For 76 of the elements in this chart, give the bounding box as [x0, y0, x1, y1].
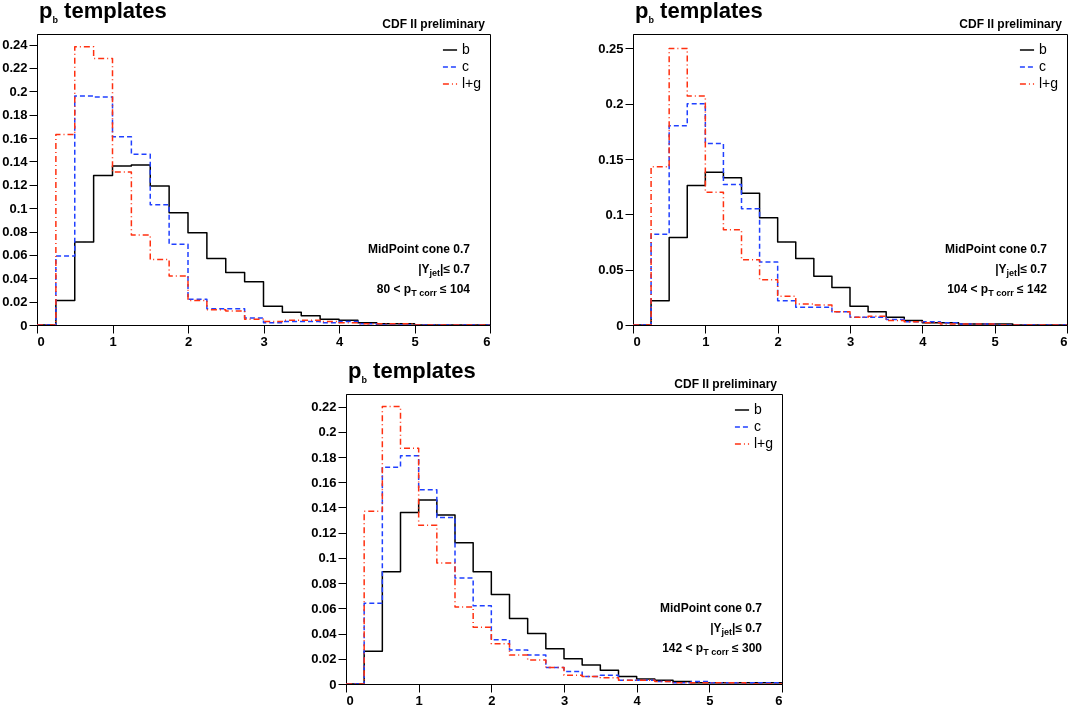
x-tick-label: 4	[335, 333, 344, 349]
chart-subtitle: CDF II preliminary	[673, 377, 777, 391]
chart-title: p$_{b}$ templates	[348, 358, 476, 386]
y-tick-label: 0.1	[9, 200, 28, 216]
x-tick-label: 1	[702, 333, 710, 349]
y-tick-label: 0.18	[311, 449, 337, 465]
x-tick-label: 3	[560, 692, 569, 708]
x-tick-label: 4	[633, 692, 642, 708]
annotation: 142 < p$_{T corr}$ ≤ 300	[661, 640, 762, 660]
y-tick-label: 0	[20, 317, 28, 333]
x-tick-label: 1	[109, 333, 117, 349]
x-tick-label: 0	[633, 333, 641, 349]
legend-label: l+g	[1039, 75, 1059, 91]
x-tick-label: 0	[37, 333, 45, 349]
y-tick-label: 0.02	[2, 294, 28, 310]
y-tick-label: 0.1	[605, 206, 624, 222]
legend-label: c	[754, 418, 761, 434]
x-tick-label: 0	[346, 692, 354, 708]
legend-label: b	[1039, 41, 1047, 57]
annotation: |Y$_{jet}$|≤ 0.7	[994, 261, 1047, 281]
x-tick-label: 3	[846, 333, 855, 349]
y-tick-label: 0.18	[2, 107, 28, 123]
chart-title: p$_{b}$ templates	[635, 0, 763, 26]
y-tick-label: 0.2	[318, 424, 337, 440]
y-tick-label: 0.04	[311, 626, 338, 642]
x-tick-label: 2	[184, 333, 193, 349]
x-tick-label: 5	[991, 333, 999, 349]
chart-title: p$_{b}$ templates	[39, 0, 167, 26]
legend-label: l+g	[462, 75, 482, 91]
y-tick-label: 0.16	[311, 474, 337, 490]
y-tick-label: 0.08	[2, 224, 28, 240]
y-tick-label: 0.16	[2, 130, 28, 146]
annotation: 104 < p$_{T corr}$ ≤ 142	[946, 281, 1047, 301]
y-tick-label: 0	[616, 317, 624, 333]
y-tick-label: 0.12	[2, 177, 28, 193]
x-tick-label: 4	[919, 333, 928, 349]
annotation: 80 < p$_{T corr}$ ≤ 104	[375, 281, 470, 301]
legend-label: b	[462, 41, 470, 57]
x-tick-label: 3	[260, 333, 268, 349]
x-tick-label: 2	[774, 333, 782, 349]
y-tick-label: 0.22	[2, 60, 28, 76]
y-tick-label: 0.12	[311, 525, 337, 541]
x-tick-label: 2	[488, 692, 496, 708]
chart-subtitle: CDF II preliminary	[381, 17, 485, 31]
legend-label: l+g	[754, 435, 774, 451]
chart-subtitle: CDF II preliminary	[958, 17, 1062, 31]
x-tick-label: 5	[706, 692, 714, 708]
x-tick-label: 6	[483, 333, 491, 349]
y-tick-label: 0.14	[2, 153, 29, 169]
legend-label: c	[1039, 58, 1046, 74]
x-tick-label: 6	[1060, 333, 1068, 349]
legend-label: b	[754, 401, 762, 417]
annotation: MidPoint cone 0.7	[367, 241, 470, 258]
y-tick-label: 0	[329, 676, 337, 692]
annotation: |Y$_{jet}$|≤ 0.7	[417, 261, 470, 281]
y-tick-label: 0.08	[311, 575, 337, 591]
annotation: MidPoint cone 0.7	[659, 600, 762, 617]
y-tick-label: 0.14	[311, 499, 338, 515]
y-tick-label: 0.2	[605, 96, 624, 112]
annotation: MidPoint cone 0.7	[944, 241, 1047, 258]
x-tick-label: 1	[415, 692, 423, 708]
y-tick-label: 0.04	[2, 270, 29, 286]
y-tick-label: 0.05	[598, 262, 624, 278]
y-tick-label: 0.15	[598, 151, 624, 167]
legend-label: c	[462, 58, 469, 74]
y-tick-label: 0.1	[318, 550, 337, 566]
x-tick-label: 5	[411, 333, 419, 349]
y-tick-label: 0.2	[9, 83, 28, 99]
y-tick-label: 0.24	[2, 37, 29, 53]
y-tick-label: 0.22	[311, 399, 337, 415]
annotation: |Y$_{jet}$|≤ 0.7	[709, 620, 762, 640]
y-tick-label: 0.06	[2, 247, 28, 263]
x-tick-label: 6	[775, 692, 783, 708]
y-tick-label: 0.02	[311, 651, 337, 667]
y-tick-label: 0.25	[598, 40, 624, 56]
y-tick-label: 0.06	[311, 600, 337, 616]
